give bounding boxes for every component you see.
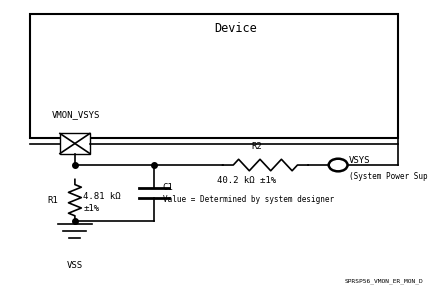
Text: R1: R1 — [47, 196, 58, 205]
Text: ±1%: ±1% — [83, 203, 100, 213]
Bar — [30, 14, 398, 138]
Text: 4.81 kΩ: 4.81 kΩ — [83, 192, 121, 201]
Text: VSYS: VSYS — [349, 156, 370, 165]
Text: 40.2 kΩ ±1%: 40.2 kΩ ±1% — [217, 176, 276, 185]
Text: Value = Determined by system designer: Value = Determined by system designer — [163, 195, 334, 204]
Text: VSS: VSS — [67, 261, 83, 270]
Text: SPRSP56_VMON_ER_MON_D: SPRSP56_VMON_ER_MON_D — [345, 278, 424, 284]
Bar — [60, 133, 90, 154]
Text: VMON_VSYS: VMON_VSYS — [51, 110, 100, 119]
Text: Device: Device — [214, 22, 257, 35]
Text: C1: C1 — [163, 183, 173, 193]
Text: R2: R2 — [251, 142, 262, 151]
Text: (System Power Supply): (System Power Supply) — [349, 172, 428, 181]
